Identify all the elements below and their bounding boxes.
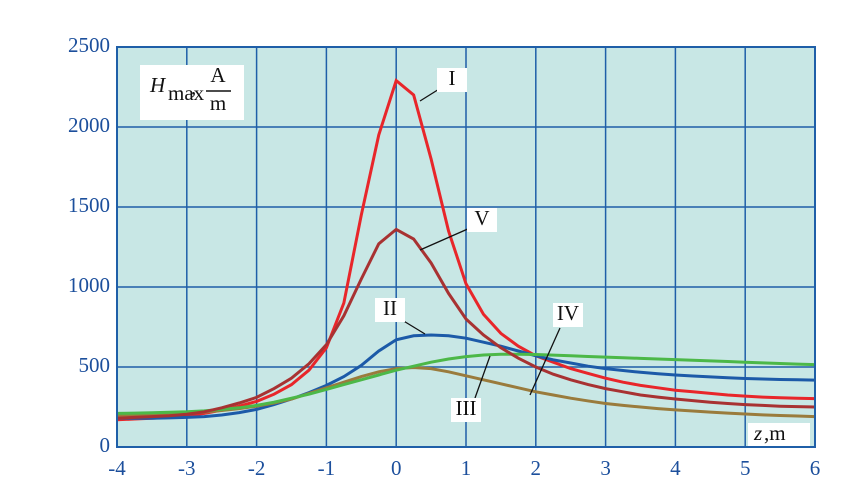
label-leader	[401, 319, 426, 335]
label-box	[437, 68, 467, 92]
series-label: V	[474, 206, 489, 230]
ylabel-subscript: max	[168, 81, 205, 105]
ylabel-box	[140, 65, 244, 120]
ylabel-separator: ,	[191, 75, 196, 99]
x-tick-label: -4	[108, 456, 126, 480]
x-tick-label: 5	[740, 456, 751, 480]
label-leader	[529, 327, 561, 396]
y-tick-label: 500	[79, 353, 111, 377]
label-leader	[419, 227, 471, 251]
y-tick-label: 0	[100, 433, 111, 457]
line	[117, 333, 816, 420]
xlabel-box	[748, 423, 810, 447]
y-tick-label: 1500	[68, 193, 110, 217]
series-label: I	[449, 66, 456, 90]
lines	[116, 78, 816, 422]
x-tick-label: 2	[531, 456, 542, 480]
x-tick-label: 0	[391, 456, 402, 480]
x-tick-label: -3	[178, 456, 196, 480]
line	[116, 227, 816, 420]
x-tick-label: 6	[810, 456, 821, 480]
y-tick-label: 2000	[68, 113, 110, 137]
line	[116, 352, 816, 415]
x-tick-label: -2	[248, 456, 266, 480]
xlabel-unit: ,m	[764, 421, 786, 445]
ylabel-symbol: H	[149, 73, 167, 97]
y-tick-label: 2500	[68, 33, 110, 57]
label-box	[553, 303, 583, 327]
series-label: II	[383, 296, 397, 320]
label-box	[375, 298, 405, 322]
x-tick-label: -1	[318, 456, 336, 480]
plot-frame	[116, 46, 816, 448]
x-tick-label: 4	[670, 456, 681, 480]
y-tick-label: 1000	[68, 273, 110, 297]
label-box	[451, 398, 481, 422]
label-box	[467, 208, 497, 232]
label-leader	[474, 355, 491, 399]
ylabel-unit-numerator: A	[210, 63, 226, 87]
x-tick-label: 1	[461, 456, 472, 480]
ylabel-unit-denominator: m	[210, 91, 226, 115]
xlabel-symbol: z	[753, 421, 762, 445]
series-label: III	[456, 396, 477, 420]
ticks: -4 -3 -2 -1 0 1 2 3 4 5 6 0 500 1000 1500 2000 2500	[68, 33, 820, 480]
x-tick-label: 3	[600, 456, 611, 480]
series-label: IV	[557, 301, 579, 325]
